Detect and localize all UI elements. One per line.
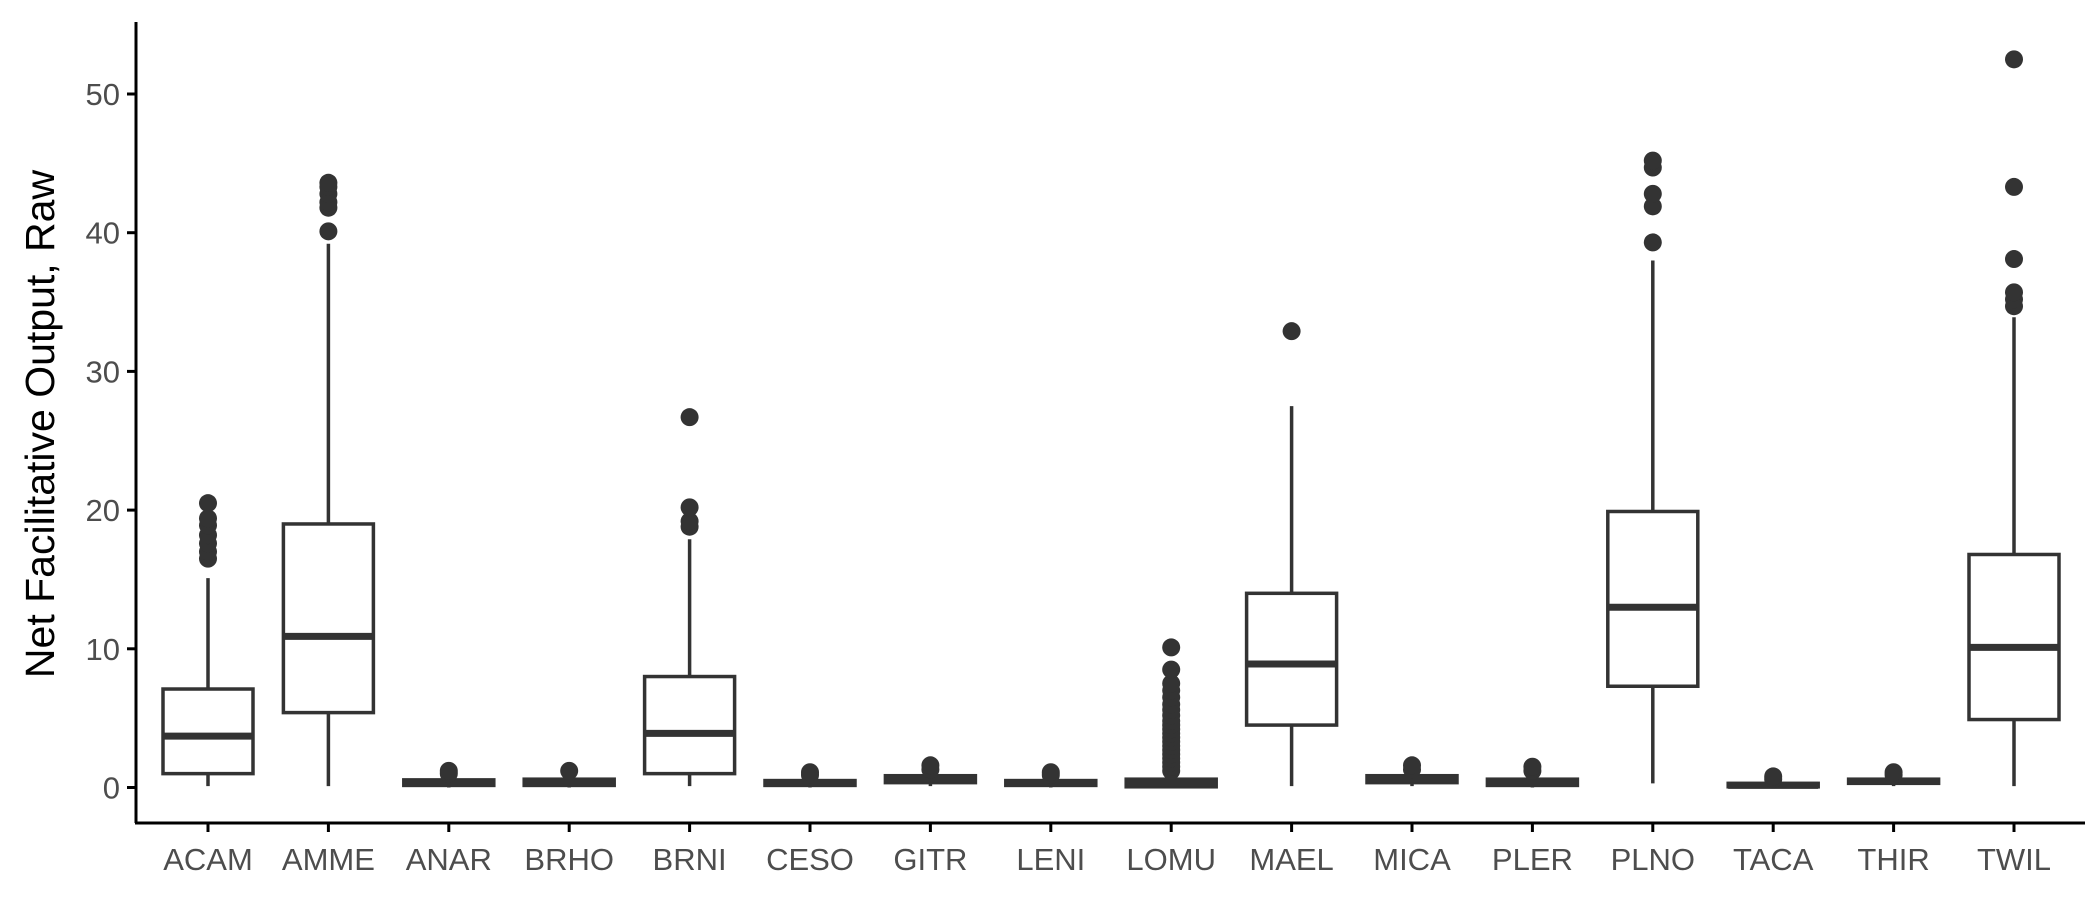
box-iqr: [1606, 509, 1700, 688]
outlier-point: [2005, 250, 2023, 269]
outlier-point: [801, 763, 819, 782]
outlier-point: [1643, 197, 1662, 216]
outlier-point: [1884, 763, 1903, 782]
x-tick-label: BRNI: [653, 842, 727, 877]
outlier-point: [199, 494, 217, 513]
box-pler: [1485, 757, 1580, 788]
y-tick-label: 40: [86, 216, 120, 251]
outlier-point: [199, 509, 217, 528]
box-twil: [1967, 50, 2061, 787]
outlier-point: [319, 173, 338, 192]
outlier-point: [1162, 674, 1181, 693]
box-iqr: [281, 522, 376, 715]
x-tick-label: AMME: [282, 842, 375, 877]
box-lomu: [1124, 638, 1218, 789]
box-amme: [281, 173, 376, 787]
boxes-layer: [161, 50, 2061, 789]
x-tick-label: CESO: [766, 842, 854, 877]
axes-layer: [134, 22, 2085, 825]
y-axis-title: Net Facilitative Output, Raw: [17, 170, 63, 679]
x-tick-label: LENI: [1016, 842, 1085, 877]
outlier-point: [439, 761, 458, 780]
outlier-point: [1643, 233, 1662, 252]
x-tick-label: ACAM: [163, 842, 253, 877]
y-tick-label: 0: [103, 771, 120, 806]
outlier-point: [1162, 660, 1181, 679]
box-iqr: [161, 687, 255, 776]
outlier-point: [1403, 756, 1421, 775]
box-iqr: [1967, 552, 2061, 722]
outlier-point: [680, 512, 699, 531]
box-taca: [1726, 767, 1820, 789]
outlier-point: [319, 222, 338, 241]
x-tick-label: LOMU: [1126, 842, 1216, 877]
x-tick-label: PLER: [1492, 842, 1573, 877]
outlier-point: [680, 408, 699, 427]
outlier-point: [1764, 767, 1783, 786]
box-iqr: [642, 674, 737, 776]
x-tick-label: BRHO: [524, 842, 614, 877]
box-mael: [1244, 322, 1339, 787]
x-tick-label: TWIL: [1977, 842, 2051, 877]
outlier-point: [1643, 184, 1662, 203]
box-plno: [1606, 151, 1700, 784]
x-tick-label: MICA: [1373, 842, 1451, 877]
box-leni: [1004, 763, 1098, 788]
x-tick-label: GITR: [893, 842, 967, 877]
box-mica: [1365, 756, 1459, 787]
outlier-point: [1162, 638, 1181, 657]
box-gitr: [883, 756, 978, 787]
box-thir: [1846, 763, 1941, 787]
x-tick-label: ANAR: [406, 842, 492, 877]
outlier-point: [1643, 151, 1662, 170]
box-iqr: [1244, 591, 1339, 727]
outlier-point: [2005, 50, 2023, 69]
x-tick-label: MAEL: [1249, 842, 1333, 877]
box-brni: [642, 408, 737, 787]
outlier-point: [921, 756, 940, 775]
box-ceso: [763, 763, 857, 788]
y-tick-label: 50: [86, 77, 120, 112]
outlier-point: [1041, 763, 1060, 782]
outlier-point: [2005, 283, 2023, 302]
x-tick-label: PLNO: [1611, 842, 1695, 877]
outlier-point: [1523, 757, 1542, 776]
x-tick-label: TACA: [1733, 842, 1814, 877]
y-tick-label: 30: [86, 354, 120, 389]
x-tick-label: THIR: [1857, 842, 1929, 877]
outlier-point: [560, 761, 579, 780]
x-ticks: ACAM AMME ANAR BRHO BRNI CESO GITR LENI LOMU MAEL…: [163, 823, 2051, 877]
box-acam: [161, 494, 255, 787]
outlier-point: [1282, 322, 1301, 341]
y-tick-label: 10: [86, 632, 120, 667]
box-anar: [402, 761, 496, 788]
y-ticks: 0 10 20 30 40 50: [86, 77, 136, 806]
box-brho: [522, 761, 616, 788]
outlier-point: [680, 498, 699, 517]
y-tick-label: 20: [86, 493, 120, 528]
outlier-point: [2005, 177, 2023, 196]
